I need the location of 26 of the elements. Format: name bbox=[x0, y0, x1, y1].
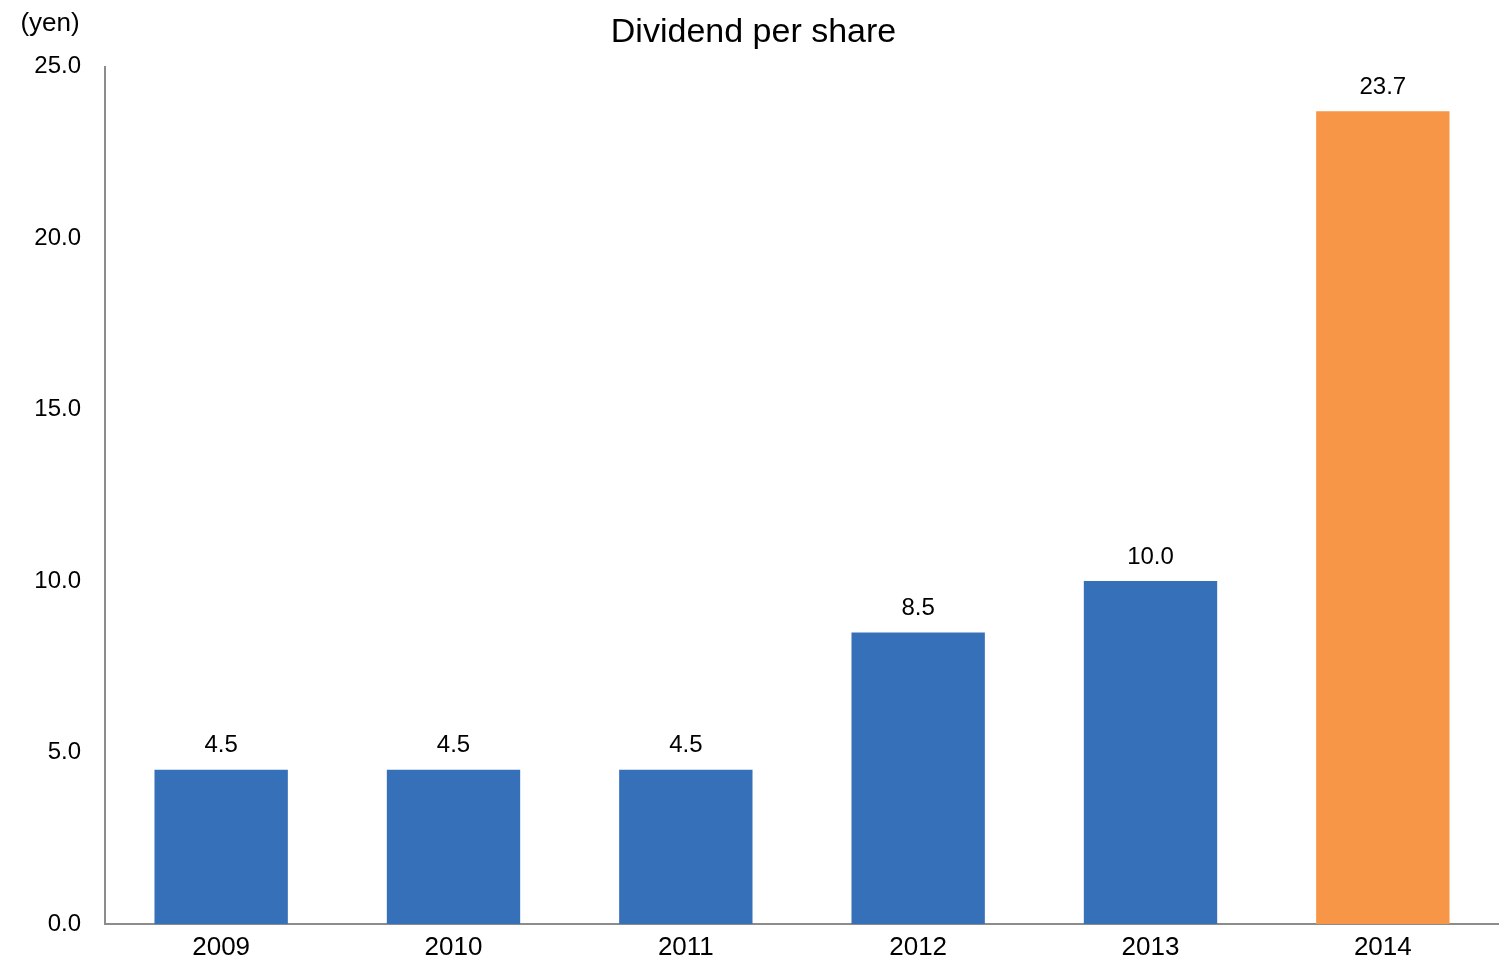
chart-title: Dividend per share bbox=[610, 10, 897, 49]
y-axis-title: (yen) bbox=[20, 7, 80, 38]
x-tick-label: 2012 bbox=[889, 930, 948, 961]
x-tick-label: 2013 bbox=[1121, 930, 1180, 961]
data-label: 23.7 bbox=[1359, 72, 1407, 99]
y-tick-label: 25.0 bbox=[34, 51, 81, 79]
data-label: 8.5 bbox=[901, 593, 935, 621]
y-tick-label: 10.0 bbox=[34, 565, 81, 593]
y-tick-label: 15.0 bbox=[34, 394, 81, 422]
bar bbox=[619, 769, 753, 924]
x-tick-label: 2011 bbox=[657, 930, 714, 961]
data-label: 4.5 bbox=[436, 730, 471, 758]
bar bbox=[386, 769, 521, 924]
data-label: 4.5 bbox=[669, 730, 703, 758]
y-tick-label: 20.0 bbox=[34, 222, 81, 250]
bar bbox=[154, 769, 288, 924]
x-tick-label: 2009 bbox=[192, 930, 251, 961]
x-tick-label: 2010 bbox=[424, 930, 483, 961]
bar bbox=[1316, 111, 1450, 924]
bar bbox=[851, 632, 985, 924]
data-label: 10.0 bbox=[1127, 541, 1174, 569]
x-tick-label: 2014 bbox=[1353, 930, 1412, 961]
y-tick-label: 0.0 bbox=[47, 908, 81, 936]
bar bbox=[1083, 581, 1218, 924]
data-label: 4.5 bbox=[204, 730, 238, 758]
y-tick-label: 5.0 bbox=[47, 737, 81, 765]
